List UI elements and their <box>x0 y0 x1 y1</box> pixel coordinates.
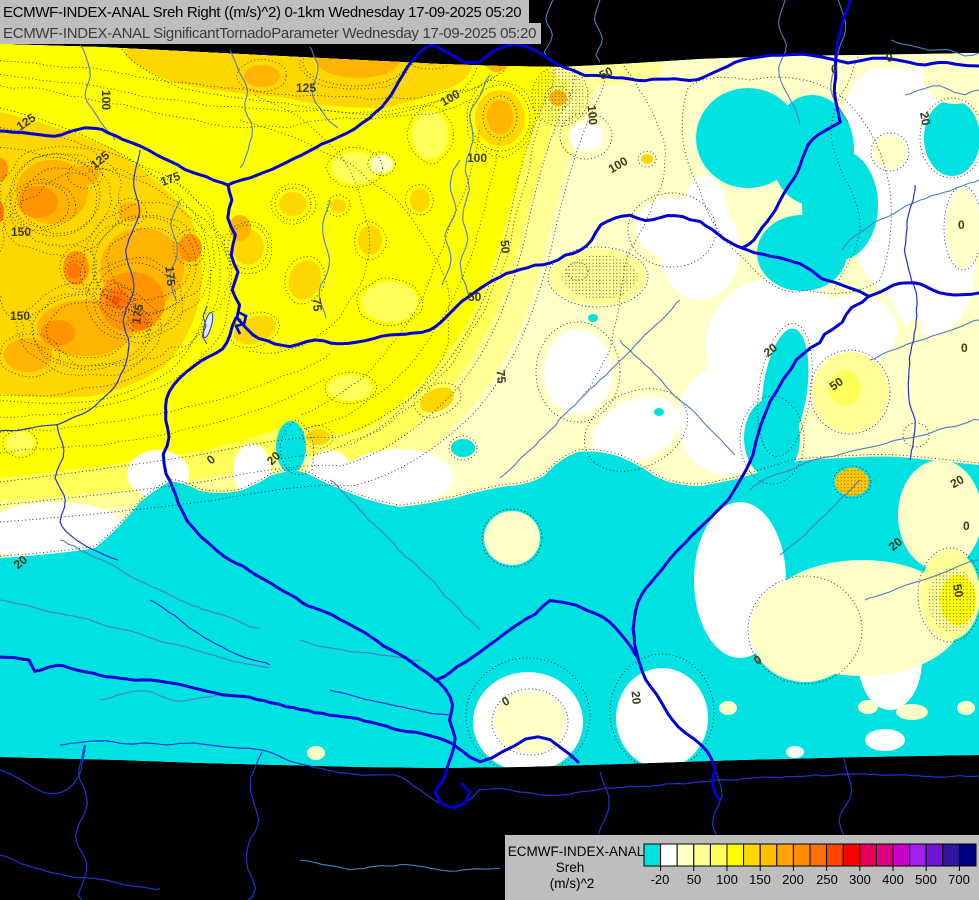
svg-text:125: 125 <box>296 81 316 95</box>
svg-text:100: 100 <box>99 90 113 110</box>
svg-text:175: 175 <box>159 169 183 189</box>
svg-text:ECMWF-INDEX-ANAL SignificantTo: ECMWF-INDEX-ANAL SignificantTornadoParam… <box>3 25 536 42</box>
svg-text:0: 0 <box>961 341 968 355</box>
svg-text:-20: -20 <box>651 872 670 887</box>
svg-text:150: 150 <box>10 309 30 323</box>
svg-text:0: 0 <box>831 62 838 76</box>
svg-text:250: 250 <box>816 872 838 887</box>
svg-text:150: 150 <box>11 225 31 239</box>
svg-text:50: 50 <box>687 872 701 887</box>
svg-text:50: 50 <box>597 64 615 82</box>
svg-text:300: 300 <box>849 872 871 887</box>
svg-text:50: 50 <box>468 290 482 304</box>
svg-text:20: 20 <box>629 690 644 705</box>
svg-text:150: 150 <box>749 872 771 887</box>
svg-text:175: 175 <box>129 303 146 325</box>
svg-text:75: 75 <box>310 297 325 312</box>
svg-text:Sreh: Sreh <box>556 860 585 875</box>
svg-text:75: 75 <box>494 369 509 384</box>
svg-text:20: 20 <box>917 111 933 127</box>
svg-text:175: 175 <box>163 265 179 286</box>
svg-text:700: 700 <box>948 872 970 887</box>
svg-text:ECMWF-INDEX-ANAL Sreh Right ((: ECMWF-INDEX-ANAL Sreh Right ((m/s)^2) 0-… <box>3 4 521 21</box>
svg-text:20: 20 <box>948 472 967 491</box>
svg-text:50: 50 <box>498 239 513 254</box>
svg-text:100: 100 <box>585 104 601 125</box>
svg-text:0: 0 <box>884 50 894 65</box>
svg-text:0: 0 <box>958 218 965 232</box>
svg-text:200: 200 <box>782 872 804 887</box>
svg-text:400: 400 <box>882 872 904 887</box>
svg-text:50: 50 <box>950 583 966 599</box>
svg-text:500: 500 <box>915 872 937 887</box>
svg-text:ECMWF-INDEX-ANAL: ECMWF-INDEX-ANAL <box>508 844 645 859</box>
svg-text:100: 100 <box>716 872 738 887</box>
svg-text:(m/s)^2: (m/s)^2 <box>550 876 595 891</box>
svg-text:0: 0 <box>963 519 970 533</box>
svg-text:100: 100 <box>467 151 487 165</box>
